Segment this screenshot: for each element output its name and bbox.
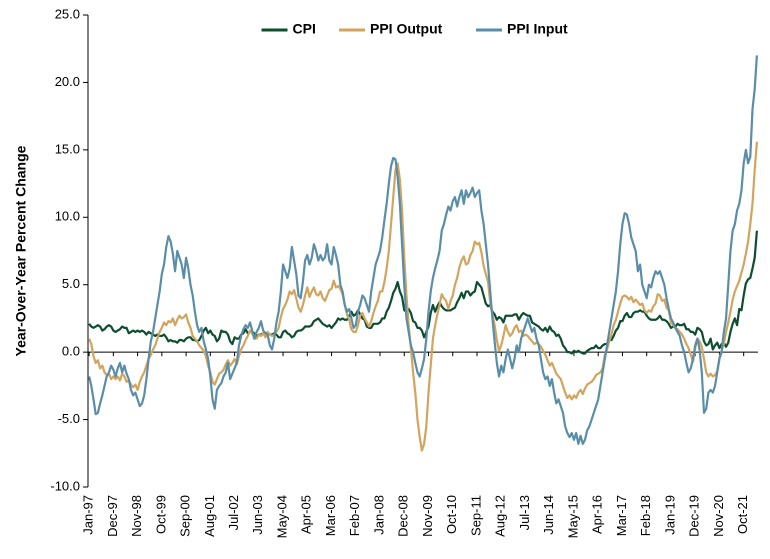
x-tick-label: Oct-99: [153, 495, 168, 534]
x-tick-label: Jun-14: [541, 495, 556, 535]
x-tick-label: Oct-10: [444, 495, 459, 534]
x-tick-label: Mar-06: [323, 495, 338, 536]
y-tick-label: 5.0: [62, 276, 80, 291]
x-tick-label: Feb-07: [347, 495, 362, 536]
x-tick-label: Oct-21: [735, 495, 750, 534]
x-tick-label: Apr-05: [299, 495, 314, 534]
y-tick-label: -10.0: [50, 478, 80, 493]
x-tick-label: Dec-97: [105, 495, 120, 537]
x-tick-label: Jun-03: [250, 495, 265, 535]
x-tick-label: Aug-01: [202, 495, 217, 537]
y-tick-label: 15.0: [55, 141, 80, 156]
legend-label: CPI: [293, 21, 316, 37]
x-tick-label: Apr-16: [590, 495, 605, 534]
x-tick-label: Mar-17: [614, 495, 629, 536]
x-tick-label: Dec-08: [396, 495, 411, 537]
legend-label: PPI Input: [507, 21, 568, 37]
x-tick-label: Jan-97: [81, 495, 96, 535]
series-line: [88, 230, 758, 355]
x-tick-label: May-15: [565, 495, 580, 538]
x-tick-label: Sep-00: [178, 495, 193, 537]
x-tick-label: Dec-19: [687, 495, 702, 537]
x-tick-label: May-04: [274, 495, 289, 538]
series-line: [88, 55, 758, 445]
y-tick-label: 20.0: [55, 74, 80, 89]
x-tick-label: Jul-13: [517, 495, 532, 530]
x-tick-label: Nov-20: [711, 495, 726, 537]
x-tick-label: Nov-09: [420, 495, 435, 537]
y-tick-label: 0.0: [62, 344, 80, 359]
x-tick-label: Sep-11: [468, 495, 483, 536]
series-line: [88, 141, 758, 452]
y-tick-label: 25.0: [55, 6, 80, 21]
y-axis-title: Year-Over-Year Percent Change: [13, 145, 29, 356]
x-tick-label: Feb-18: [638, 495, 653, 536]
x-tick-label: Nov-98: [129, 495, 144, 537]
legend-label: PPI Output: [370, 21, 443, 37]
x-tick-label: Jan-19: [662, 495, 677, 535]
x-tick-label: Jul-02: [226, 495, 241, 530]
x-tick-label: Jan-08: [371, 495, 386, 535]
x-tick-label: Aug-12: [493, 495, 508, 537]
y-tick-label: 10.0: [55, 209, 80, 224]
legend: CPI PPI Output PPI Input: [261, 21, 568, 37]
y-tick-label: -5.0: [58, 411, 80, 426]
